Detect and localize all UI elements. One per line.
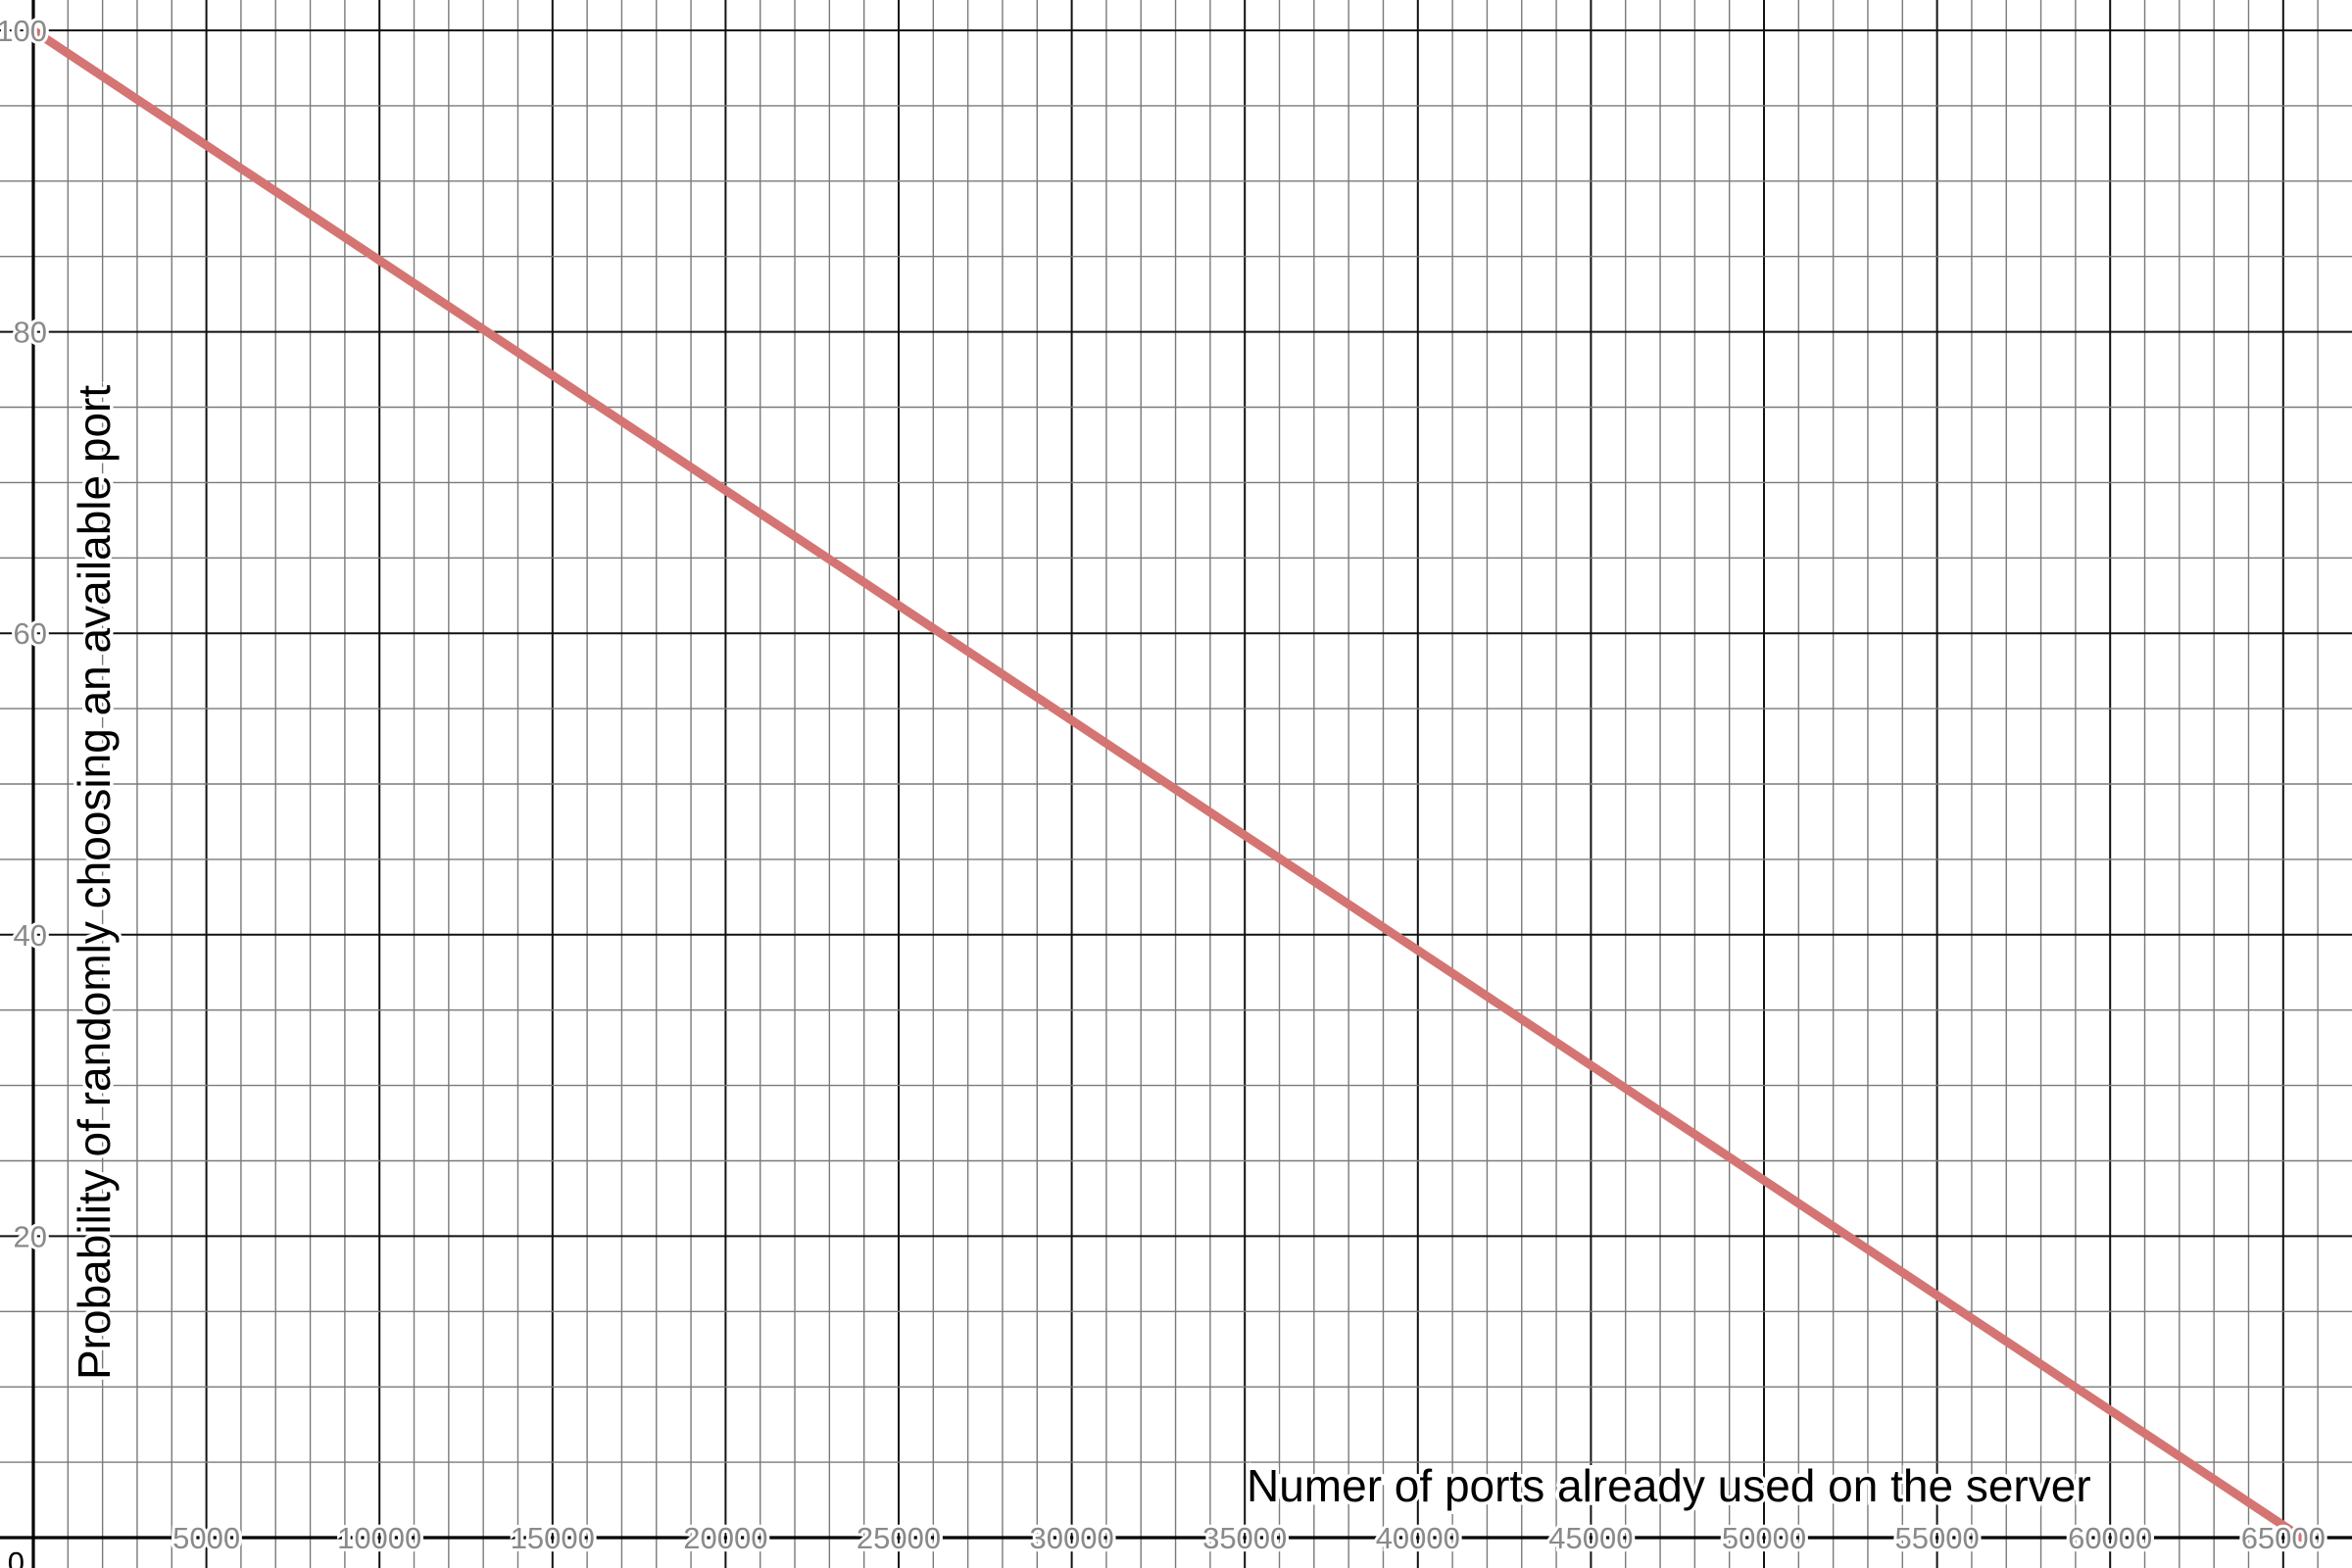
y-tick-label: 80 (14, 316, 47, 350)
series-line (28, 25, 2307, 1543)
x-tick-label: 5000 (172, 1521, 240, 1555)
x-tick-label: 25000 (857, 1521, 941, 1555)
x-axis-title: Numer of ports already used on the serve… (1247, 1460, 2091, 1511)
x-tick-label: 55000 (1894, 1521, 1979, 1555)
series-layer (28, 25, 2307, 1543)
y-tick-label: 60 (14, 616, 47, 651)
x-tick-label: 15000 (511, 1521, 595, 1555)
y-axis-title: Probability of randomly choosing an avai… (69, 385, 120, 1380)
tick-labels: 5000 10000 15000 20000 25000 30000 35000 40000 4… (0, 11, 2328, 1568)
x-tick-label: 10000 (337, 1521, 421, 1555)
x-tick-label: 45000 (1548, 1521, 1633, 1555)
y-tick-label: 40 (14, 918, 47, 953)
y-tick-label: 20 (14, 1219, 47, 1253)
x-tick-label: 30000 (1029, 1521, 1113, 1555)
y-tick-label: 100 (0, 14, 47, 48)
x-tick-label: 50000 (1722, 1521, 1806, 1555)
origin-label: 0 (8, 1545, 24, 1568)
x-tick-label: 20000 (683, 1521, 767, 1555)
x-tick-label: 65000 (2241, 1521, 2326, 1555)
x-tick-label: 40000 (1376, 1521, 1460, 1555)
x-tick-label: 60000 (2068, 1521, 2152, 1555)
x-tick-label: 35000 (1202, 1521, 1287, 1555)
